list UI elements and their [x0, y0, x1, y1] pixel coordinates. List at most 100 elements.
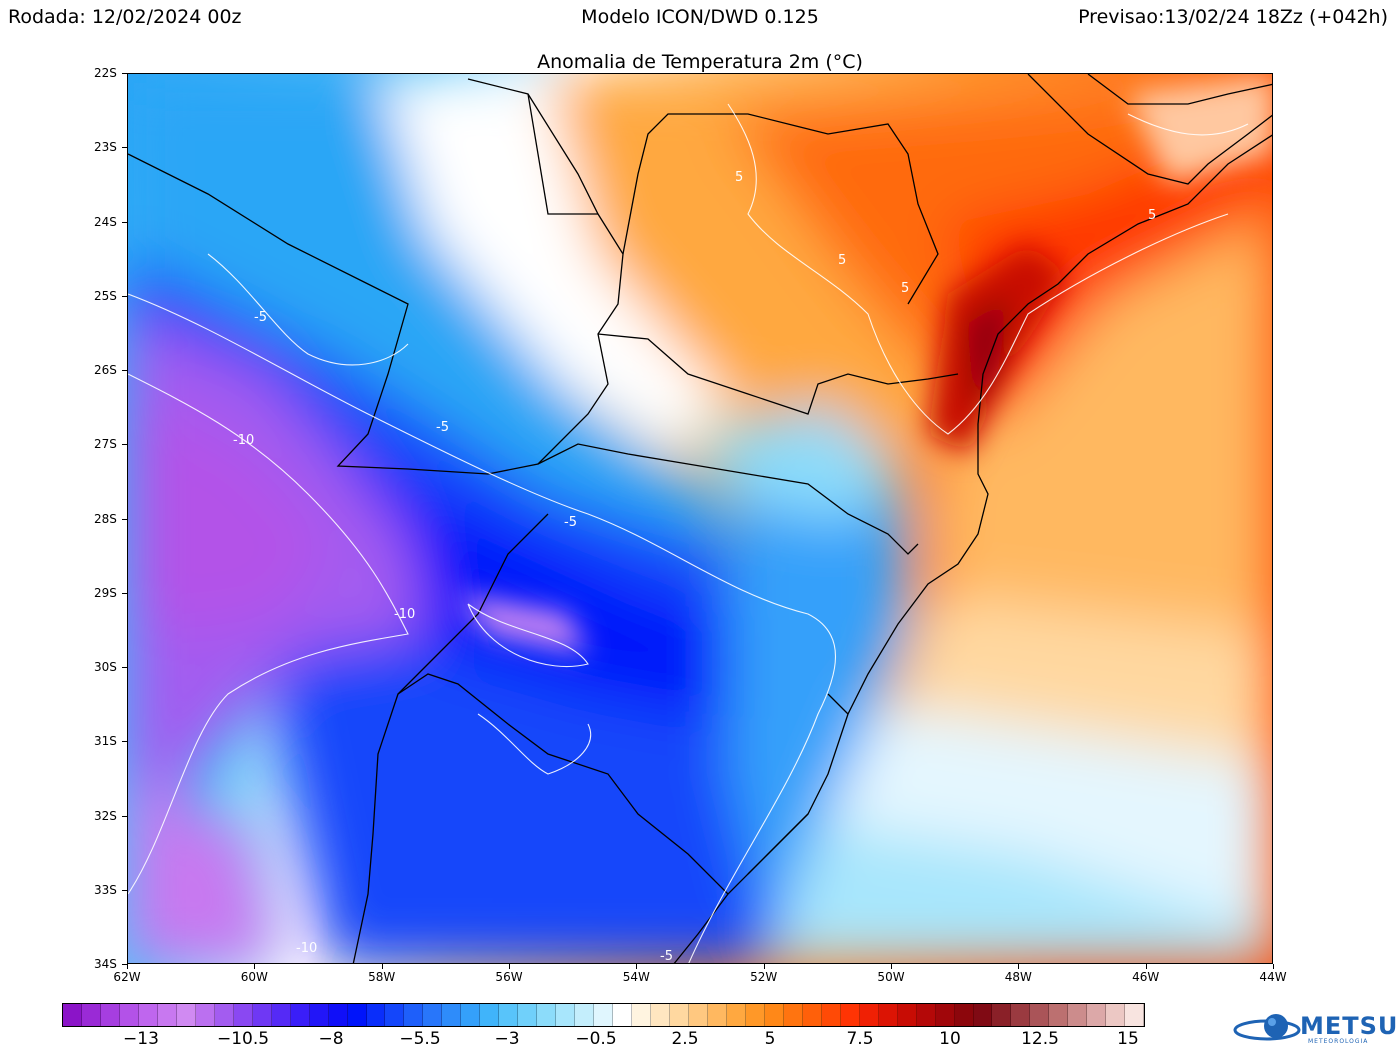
colorbar-cell — [119, 1004, 139, 1026]
colorbar-cell — [252, 1004, 272, 1026]
lon-tick-label: 48W — [1004, 970, 1032, 984]
colorbar-cell — [745, 1004, 765, 1026]
colorbar-cell — [992, 1004, 1012, 1026]
colorbar-cell — [442, 1004, 462, 1026]
lon-tick-label: 46W — [1132, 970, 1160, 984]
colorbar-cell — [878, 1004, 898, 1026]
lon-tick-mark — [763, 964, 765, 969]
contour-label: -10 — [296, 941, 317, 956]
colorbar-cell — [404, 1004, 424, 1026]
colorbar-cell — [859, 1004, 879, 1026]
colorbar-label: 12.5 — [1021, 1029, 1059, 1049]
colorbar-cell — [461, 1004, 481, 1026]
lon-tick-label: 44W — [1259, 970, 1287, 984]
colorbar-cell — [821, 1004, 841, 1026]
run-label: Rodada: 12/02/2024 00z — [8, 6, 242, 28]
contour-label: -5 — [660, 949, 673, 964]
contour-label: 5 — [838, 253, 846, 268]
colorbar-label: −0.5 — [575, 1029, 617, 1049]
lon-tick-label: 60W — [240, 970, 268, 984]
lon-tick-mark — [127, 964, 128, 969]
lat-tick-mark — [122, 964, 127, 965]
colorbar-cell — [366, 1004, 386, 1026]
colorbar-cell — [670, 1004, 689, 1026]
lon-tick-label: 54W — [622, 970, 650, 984]
colorbar-cell — [214, 1004, 234, 1026]
colorbar-cell — [594, 1004, 614, 1026]
colorbar-cell — [954, 1004, 974, 1026]
colorbar-cell — [1125, 1004, 1145, 1026]
colorbar-cell — [328, 1004, 348, 1026]
model-label: Modelo ICON/DWD 0.125 — [581, 6, 819, 28]
colorbar-cell — [271, 1004, 291, 1026]
lat-tick-label: 22S — [94, 66, 117, 80]
colorbar-cell — [1049, 1004, 1069, 1026]
colorbar-label: 15 — [1117, 1029, 1139, 1049]
colorbar-cell — [726, 1004, 746, 1026]
colorbar-cell — [1011, 1004, 1031, 1026]
colorbar-label: −5.5 — [399, 1029, 441, 1049]
map-canvas: 5 5 5 5 -5 -5 -5 -5 -10 -10 -10 — [128, 74, 1272, 964]
lat-tick-mark — [122, 295, 127, 297]
map-title: Anomalia de Temperatura 2m (°C) — [537, 51, 863, 73]
lat-tick-label: 24S — [94, 214, 117, 229]
colorbar-label: 10 — [939, 1029, 961, 1049]
lon-tick-mark — [636, 964, 638, 969]
lat-tick-label: 27S — [94, 437, 117, 452]
colorbar-label: 7.5 — [846, 1029, 874, 1049]
colorbar-label: 2.5 — [671, 1029, 699, 1049]
colorbar-cell — [537, 1004, 557, 1026]
colorbar-cell — [195, 1004, 215, 1026]
lat-tick-mark — [122, 592, 127, 594]
colorbar-cell — [802, 1004, 822, 1026]
lat-tick-label: 33S — [94, 882, 117, 897]
lon-tick-label: 62W — [113, 970, 141, 984]
contour-label: -10 — [233, 433, 254, 448]
lat-tick-mark — [122, 741, 127, 743]
colorbar-cell — [575, 1004, 595, 1026]
colorbar-cell — [632, 1004, 652, 1026]
colorbar-cell — [935, 1004, 955, 1026]
forecast-label: Previsao:13/02/24 18Zz (+042h) — [1078, 6, 1388, 28]
temperature-anomaly-map[interactable]: 5 5 5 5 -5 -5 -5 -5 -10 -10 -10 — [127, 73, 1273, 964]
lon-tick-mark — [1145, 964, 1147, 969]
colorbar-cell — [840, 1004, 860, 1026]
lat-tick-label: 34S — [94, 957, 117, 971]
colorbar-cell — [897, 1004, 917, 1026]
lon-tick-label: 56W — [495, 970, 523, 984]
contour-label: 5 — [1148, 208, 1156, 223]
lat-tick-mark — [122, 444, 127, 446]
colorbar-cell — [176, 1004, 196, 1026]
lon-tick-mark — [254, 964, 256, 969]
lon-tick-label: 50W — [877, 970, 905, 984]
lat-tick-mark — [122, 815, 127, 817]
colorbar-cell — [783, 1004, 803, 1026]
colorbar-cell — [518, 1004, 538, 1026]
lat-tick-label: 23S — [94, 140, 117, 155]
metsul-logo-icon — [1233, 1014, 1301, 1041]
lat-tick-label: 32S — [94, 808, 117, 823]
lat-tick-label: 31S — [94, 734, 117, 749]
colorbar-cell — [385, 1004, 405, 1026]
colorbar-cell — [1106, 1004, 1126, 1026]
colorbar-cell — [233, 1004, 253, 1026]
colorbar-cell — [63, 1004, 82, 1026]
contour-label: -5 — [564, 515, 577, 530]
colorbar-cell — [100, 1004, 120, 1026]
contour-lines — [128, 103, 1249, 963]
lat-tick-mark — [122, 73, 127, 74]
colorbar-label: −10.5 — [216, 1029, 270, 1049]
lat-tick-label: 29S — [94, 585, 117, 600]
lat-tick-label: 28S — [94, 511, 117, 526]
lat-tick-mark — [122, 221, 127, 223]
lat-tick-mark — [122, 147, 127, 149]
lon-tick-label: 58W — [368, 970, 396, 984]
colorbar-cell — [556, 1004, 576, 1026]
lon-tick-mark — [891, 964, 892, 969]
colorbar — [62, 1003, 1145, 1027]
contour-label: -5 — [436, 420, 449, 435]
logo-name: METSUL — [1300, 1012, 1400, 1040]
lon-tick-mark — [509, 964, 510, 969]
contour-label: 5 — [735, 170, 743, 185]
colorbar-cell — [347, 1004, 367, 1026]
